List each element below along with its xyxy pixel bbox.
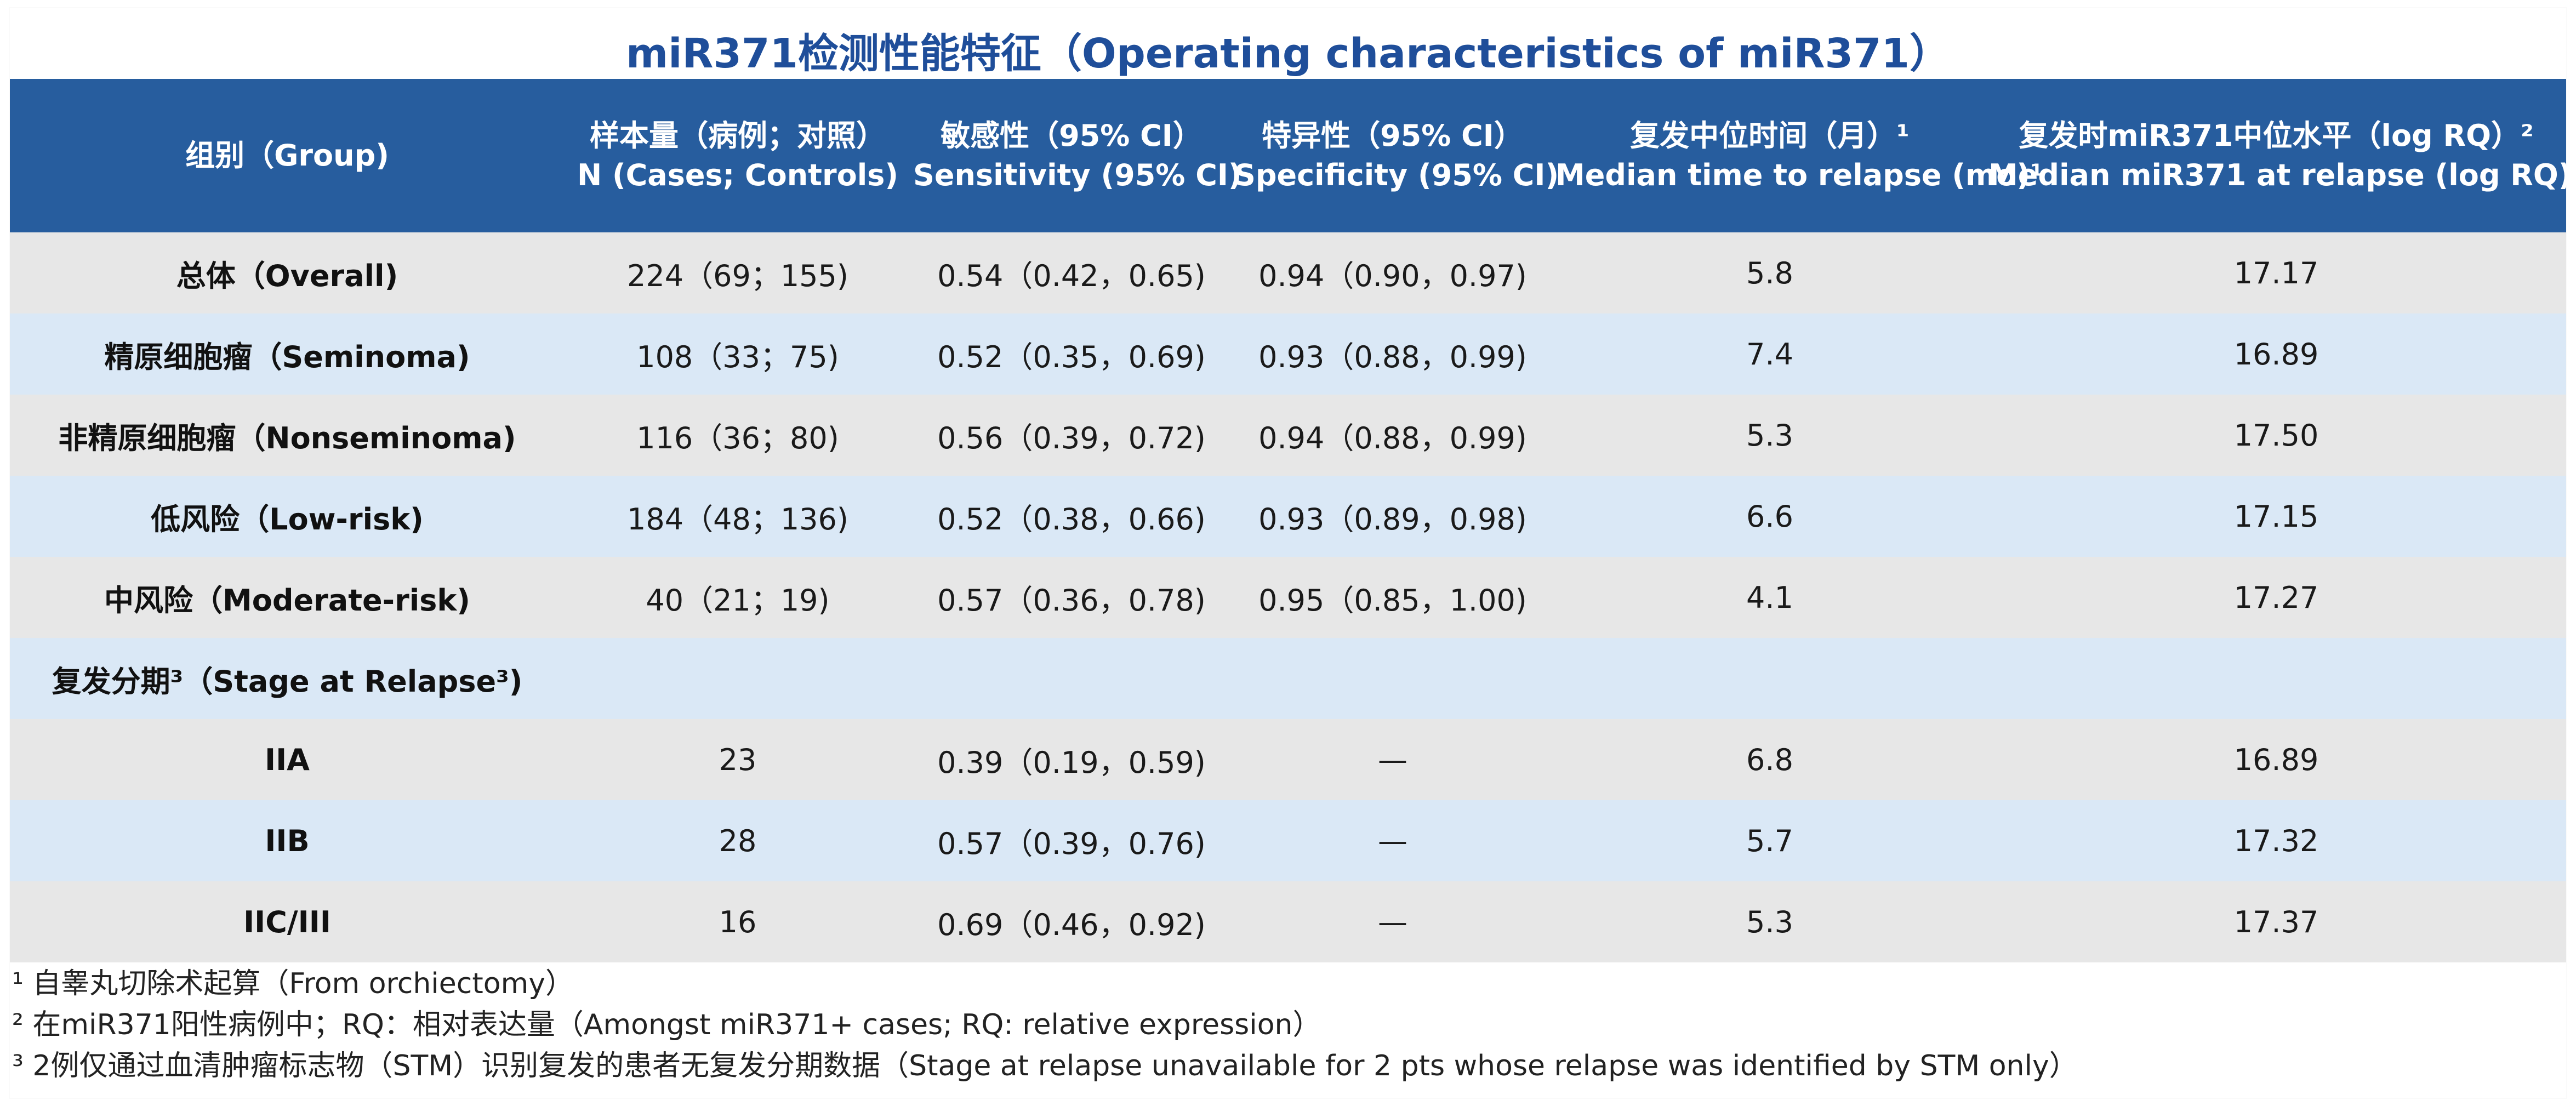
sample-size-cell — [565, 638, 911, 719]
median-mir371-cell: 17.50 — [1986, 395, 2566, 476]
sensitivity-cell: 0.69（0.46，0.92) — [911, 881, 1232, 962]
group-cell: 复发分期³（Stage at Relapse³) — [10, 638, 565, 719]
median-time-cell: 7.4 — [1553, 313, 1986, 395]
median-mir371-cell: 17.32 — [1986, 800, 2566, 881]
specificity-cell: 0.94（0.90，0.97) — [1232, 232, 1553, 313]
sensitivity-cell — [911, 638, 1232, 719]
header-sample-size: 样本量（病例；对照） N (Cases; Controls) — [565, 79, 911, 232]
table-title: miR371检测性能特征（Operating characteristics o… — [626, 30, 1950, 77]
sensitivity-cell: 0.52（0.38，0.66) — [911, 476, 1232, 557]
sample-size-cell: 116（36；80) — [565, 395, 911, 476]
group-cell: IIA — [10, 719, 565, 800]
table-row: 中风险（Moderate-risk) 40（21；19) 0.57（0.36，0… — [10, 557, 2566, 638]
median-time-cell: 5.3 — [1553, 881, 1986, 962]
header-median-time: 复发中位时间（月）¹ Median time to relapse (mo)¹ — [1553, 79, 2043, 232]
median-time-cell: 6.6 — [1553, 476, 1986, 557]
group-cell: 精原细胞瘤（Seminoma) — [10, 313, 565, 395]
table-row: IIA 23 0.39（0.19，0.59) — 6.8 16.89 — [10, 719, 2566, 800]
sensitivity-cell: 0.39（0.19，0.59) — [911, 719, 1232, 800]
median-mir371-cell: 17.37 — [1986, 881, 2566, 962]
group-cell: 总体（Overall) — [10, 232, 565, 313]
header-group: 组别（Group) — [10, 79, 565, 232]
footnote: ³ 2例仅通过血清肿瘤标志物（STM）识别复发的患者无复发分期数据（Stage … — [12, 1050, 2078, 1082]
sample-size-cell: 224（69；155) — [565, 232, 911, 313]
sample-size-cell: 40（21；19) — [565, 557, 911, 638]
sensitivity-cell: 0.57（0.39，0.76) — [911, 800, 1232, 881]
sensitivity-cell: 0.52（0.35，0.69) — [911, 313, 1232, 395]
table-row: 精原细胞瘤（Seminoma) 108（33；75) 0.52（0.35，0.6… — [10, 313, 2566, 395]
median-mir371-cell: 17.17 — [1986, 232, 2566, 313]
table-row: IIB 28 0.57（0.39，0.76) — 5.7 17.32 — [10, 800, 2566, 881]
median-mir371-cell: 17.15 — [1986, 476, 2566, 557]
median-time-cell: 6.8 — [1553, 719, 1986, 800]
group-cell: 中风险（Moderate-risk) — [10, 557, 565, 638]
median-mir371-cell: 16.89 — [1986, 313, 2566, 395]
specificity-cell: 0.94（0.88，0.99) — [1232, 395, 1553, 476]
median-time-cell: 5.8 — [1553, 232, 1986, 313]
group-cell: 非精原细胞瘤（Nonseminoma) — [10, 395, 565, 476]
sensitivity-cell: 0.57（0.36，0.78) — [911, 557, 1232, 638]
median-time-cell: 4.1 — [1553, 557, 1986, 638]
sample-size-cell: 184（48；136) — [565, 476, 911, 557]
header-specificity: 特异性（95% CI） Specificity (95% CI) — [1232, 79, 1559, 232]
table-row: 总体（Overall) 224（69；155) 0.54（0.42，0.65) … — [10, 232, 2566, 313]
header-sensitivity: 敏感性（95% CI） Sensitivity (95% CI) — [911, 79, 1242, 232]
sensitivity-cell: 0.56（0.39，0.72) — [911, 395, 1232, 476]
table-row: 非精原细胞瘤（Nonseminoma) 116（36；80) 0.56（0.39… — [10, 395, 2566, 476]
specificity-cell: 0.93（0.89，0.98) — [1232, 476, 1553, 557]
sample-size-cell: 16 — [565, 881, 911, 962]
group-cell: 低风险（Low-risk) — [10, 476, 565, 557]
table-row: 低风险（Low-risk) 184（48；136) 0.52（0.38，0.66… — [10, 476, 2566, 557]
specificity-cell: — — [1232, 719, 1553, 800]
document-frame — [9, 8, 2567, 1098]
median-mir371-cell: 16.89 — [1986, 719, 2566, 800]
specificity-cell — [1232, 638, 1553, 719]
sample-size-cell: 108（33；75) — [565, 313, 911, 395]
median-time-cell — [1553, 638, 1986, 719]
specificity-cell: 0.93（0.88，0.99) — [1232, 313, 1553, 395]
sample-size-cell: 23 — [565, 719, 911, 800]
sample-size-cell: 28 — [565, 800, 911, 881]
specificity-cell: 0.95（0.85，1.00) — [1232, 557, 1553, 638]
footnote: ² 在miR371阳性病例中；RQ：相对表达量（Amongst miR371+ … — [12, 1008, 1321, 1041]
footnotes: ¹ 自睾丸切除术起算（From orchiectomy） ² 在miR371阳性… — [12, 964, 2078, 1087]
group-cell: IIB — [10, 800, 565, 881]
median-mir371-cell: 17.27 — [1986, 557, 2566, 638]
specificity-cell: — — [1232, 800, 1553, 881]
operating-characteristics-table: 组别（Group) 样本量（病例；对照） N (Cases; Controls) … — [10, 79, 2576, 962]
header-median-mir371: 复发时miR371中位水平（log RQ）² Median miR371 at r… — [1986, 79, 2576, 232]
specificity-cell: — — [1232, 881, 1553, 962]
sensitivity-cell: 0.54（0.42，0.65) — [911, 232, 1232, 313]
table-row: IIC/III 16 0.69（0.46，0.92) — 5.3 17.37 — [10, 881, 2566, 962]
footnote: ¹ 自睾丸切除术起算（From orchiectomy） — [12, 967, 574, 1000]
group-cell: IIC/III — [10, 881, 565, 962]
median-time-cell: 5.7 — [1553, 800, 1986, 881]
median-mir371-cell — [1986, 638, 2566, 719]
header-row: 组别（Group) 样本量（病例；对照） N (Cases; Controls) … — [10, 79, 2576, 232]
table-row: 复发分期³（Stage at Relapse³) — [10, 638, 2566, 719]
median-time-cell: 5.3 — [1553, 395, 1986, 476]
